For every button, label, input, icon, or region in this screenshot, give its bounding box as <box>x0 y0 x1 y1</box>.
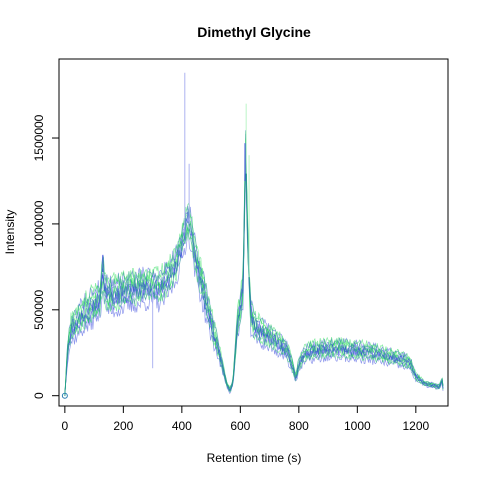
x-tick-label: 200 <box>113 419 133 433</box>
x-tick-label: 600 <box>230 419 250 433</box>
chart-title: Dimethyl Glycine <box>197 24 311 40</box>
y-tick-label: 0 <box>32 392 46 399</box>
series-line-3 <box>64 158 444 396</box>
series-line-12 <box>64 131 444 396</box>
x-tick-label: 1200 <box>402 419 429 433</box>
origin-point <box>61 392 68 399</box>
y-tick-label: 500000 <box>32 289 46 329</box>
series-line-8 <box>64 160 444 396</box>
y-tick-label: 1500000 <box>32 114 46 161</box>
series-line-11 <box>64 148 444 396</box>
x-tick-label: 800 <box>289 419 309 433</box>
series-line-1 <box>64 160 444 396</box>
x-tick-label: 400 <box>172 419 192 433</box>
x-tick-label: 0 <box>62 419 69 433</box>
series-group <box>64 72 444 396</box>
x-tick-label: 1000 <box>344 419 371 433</box>
y-tick-label: 1000000 <box>32 200 46 247</box>
x-axis-title: Retention time (s) <box>207 451 302 465</box>
plot-area <box>61 72 444 399</box>
series-line-10 <box>64 139 444 396</box>
y-axis-title: Intensity <box>3 210 17 255</box>
plot-frame <box>58 58 449 407</box>
axes: 0 200 400 600 800 1000 1200 0 500000 1000000 15000… <box>32 58 449 433</box>
